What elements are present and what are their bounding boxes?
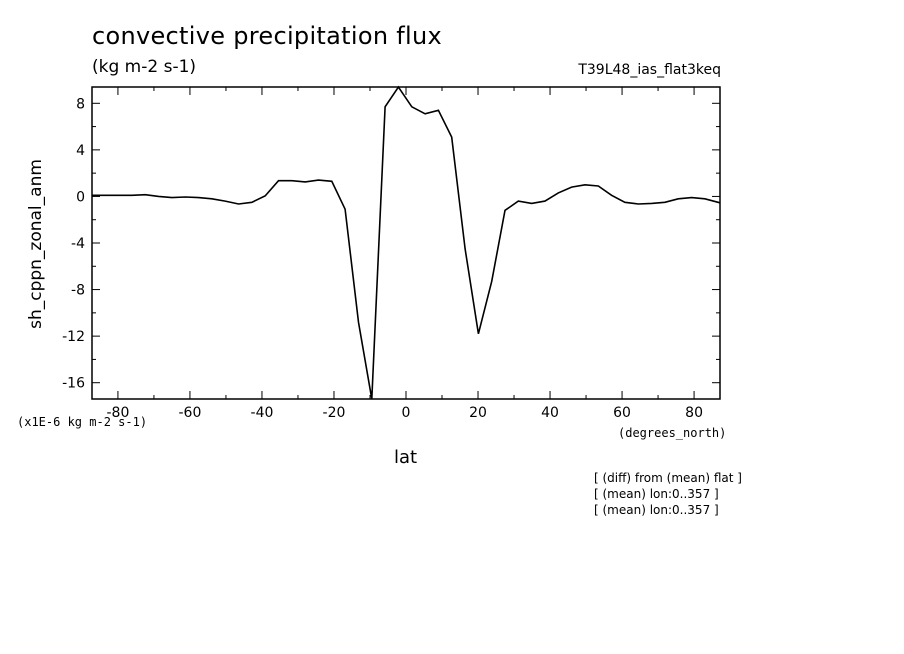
chart-title: convective precipitation flux bbox=[92, 22, 442, 50]
y-tick-label: 0 bbox=[76, 189, 85, 205]
axis-ticks bbox=[92, 87, 720, 399]
x-tick-label: -80 bbox=[106, 405, 129, 421]
y-tick-label: -4 bbox=[71, 236, 85, 252]
experiment-name: T39L48_ias_flat3keq bbox=[578, 62, 721, 78]
x-tick-label: 80 bbox=[685, 405, 703, 421]
x-tick-label: -40 bbox=[251, 405, 274, 421]
x-tick-label: 20 bbox=[469, 405, 487, 421]
processing-note: [ (mean) lon:0..357 ] bbox=[594, 487, 719, 501]
x-axis-label: lat bbox=[394, 447, 418, 468]
y-tick-label: -8 bbox=[71, 283, 85, 299]
processing-note: [ (diff) from (mean) flat ] bbox=[594, 471, 742, 485]
scale-factor-note: (x1E-6 kg m-2 s-1) bbox=[17, 415, 148, 429]
y-tick-label: -12 bbox=[62, 329, 85, 345]
processing-note: [ (mean) lon:0..357 ] bbox=[594, 503, 719, 517]
plot-frame bbox=[91, 86, 721, 400]
x-tick-label: 60 bbox=[613, 405, 631, 421]
y-tick-label: -16 bbox=[62, 376, 85, 392]
y-tick-label: 8 bbox=[76, 96, 85, 112]
y-axis-label: sh_cppn_zonal_anm bbox=[26, 159, 46, 329]
y-tick-label: 4 bbox=[76, 143, 85, 159]
x-tick-label: 40 bbox=[541, 405, 559, 421]
x-tick-label: 0 bbox=[402, 405, 411, 421]
x-tick-label: -60 bbox=[179, 405, 202, 421]
x-axis-units: (degrees_north) bbox=[618, 426, 727, 440]
x-tick-label: -20 bbox=[323, 405, 346, 421]
data-series-line bbox=[92, 85, 721, 400]
chart-units: (kg m-2 s-1) bbox=[92, 57, 197, 77]
